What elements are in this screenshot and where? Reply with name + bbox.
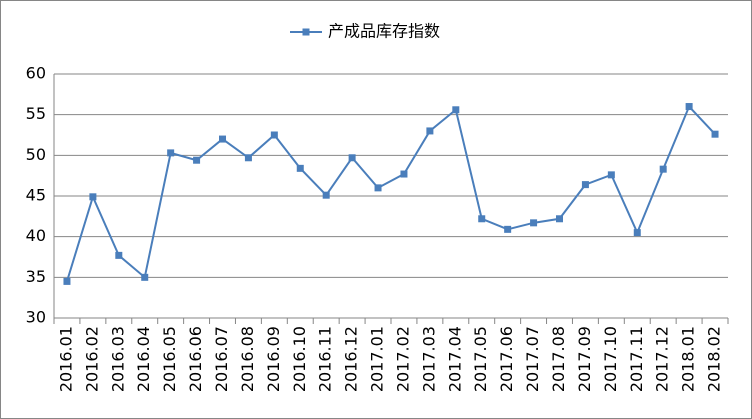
x-tick-label: 2016.07 [212, 326, 231, 392]
x-tick-label: 2016.04 [134, 326, 153, 392]
point [607, 171, 615, 179]
x-tick-label: 2018.01 [679, 326, 698, 392]
point [633, 229, 641, 237]
x-tick-label: 2017.06 [497, 326, 516, 392]
legend-marker [302, 28, 310, 36]
x-tick-label: 2017.04 [445, 326, 464, 392]
point [685, 103, 693, 111]
point [193, 156, 201, 164]
x-tick-label: 2016.10 [290, 326, 309, 392]
point [711, 130, 719, 138]
x-tick-label: 2016.05 [160, 326, 179, 392]
point [115, 251, 123, 259]
x-tick-label: 2016.02 [82, 326, 101, 392]
x-tick-label: 2017.05 [471, 326, 490, 392]
point [296, 164, 304, 172]
point [167, 149, 175, 157]
point [219, 135, 226, 143]
y-tick-label: 30 [26, 308, 46, 327]
x-tick-label: 2017.01 [368, 326, 387, 392]
point [141, 273, 149, 281]
x-tick-label: 2017.10 [601, 326, 620, 392]
point [478, 215, 486, 223]
point [374, 184, 382, 192]
legend-label: 产成品库存指数 [328, 22, 440, 41]
point [322, 191, 330, 199]
x-tick-label: 2016.11 [316, 326, 335, 392]
x-tick-label: 2016.03 [108, 326, 127, 392]
x-tick-label: 2017.09 [575, 326, 594, 392]
x-tick-label: 2017.11 [627, 326, 646, 392]
series-line [66, 104, 716, 282]
point [63, 277, 71, 285]
point [581, 181, 589, 189]
point [659, 165, 667, 173]
x-tick-label: 2016.06 [186, 326, 205, 392]
x-tick-label: 2016.08 [238, 326, 257, 392]
point [400, 170, 408, 178]
y-tick-label: 50 [26, 145, 46, 164]
x-tick-label: 2016.01 [56, 326, 75, 392]
point [530, 219, 538, 227]
y-tick-label: 35 [26, 267, 46, 286]
x-tick-label: 2017.07 [523, 326, 542, 392]
y-tick-label: 55 [26, 104, 46, 123]
x-tick-label: 2018.02 [705, 326, 724, 392]
point [504, 225, 512, 233]
y-tick-label: 45 [26, 186, 46, 205]
point [270, 131, 278, 139]
x-tick-label: 2016.12 [342, 326, 361, 392]
point [452, 106, 460, 114]
point [244, 154, 252, 162]
y-tick-label: 40 [26, 226, 46, 245]
x-tick-label: 2017.12 [653, 326, 672, 392]
x-tick-label: 2017.03 [419, 326, 438, 392]
point [89, 193, 97, 201]
x-tick-label: 2017.08 [549, 326, 568, 392]
x-tick-label: 2017.02 [393, 326, 412, 392]
point [348, 154, 356, 162]
x-tick-label: 2016.09 [264, 326, 283, 392]
point [556, 215, 563, 223]
y-tick-label: 60 [26, 64, 46, 83]
point [426, 127, 434, 135]
